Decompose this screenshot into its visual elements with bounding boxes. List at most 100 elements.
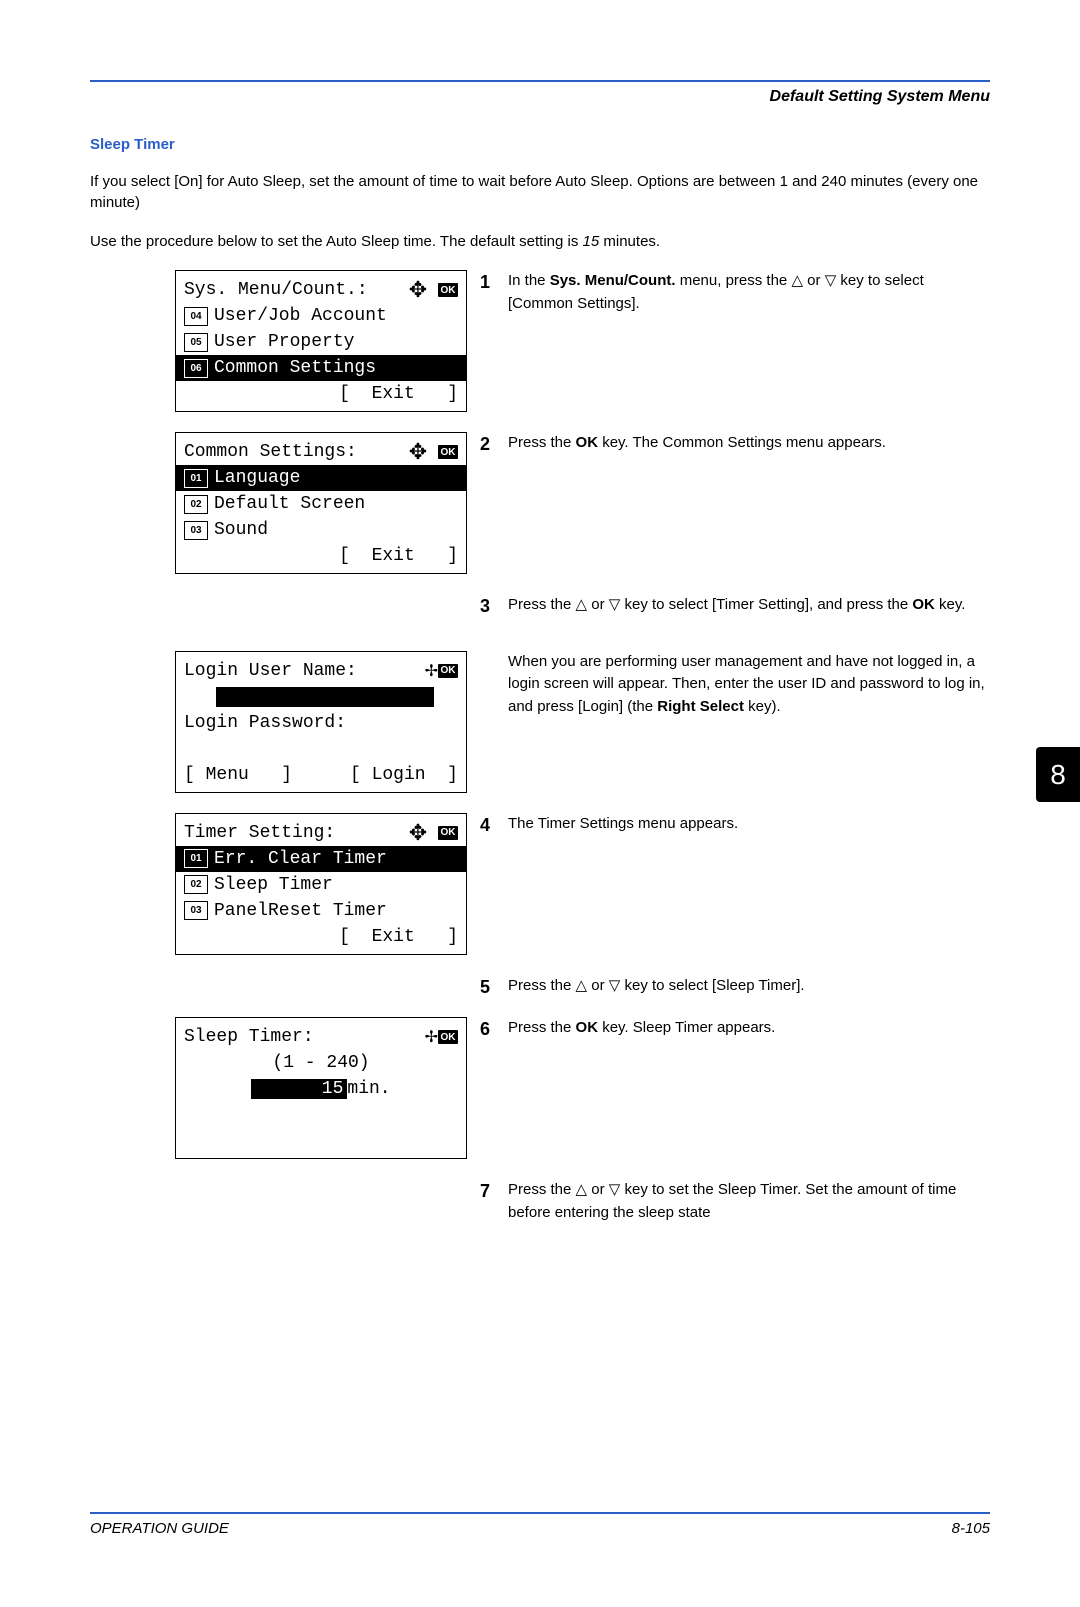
step-number: 4 bbox=[480, 815, 508, 850]
login-label: [ Login ] bbox=[350, 765, 458, 785]
lcd3-title: Login User Name: bbox=[184, 661, 425, 681]
down-triangle-icon: ▽ bbox=[609, 596, 621, 613]
step-5-text: Press the △ or ▽ key to select [Sleep Ti… bbox=[508, 975, 990, 1012]
item-text: Default Screen bbox=[214, 494, 365, 514]
item-text: Sleep Timer bbox=[214, 875, 333, 895]
step-3-text-2: When you are performing user management … bbox=[508, 651, 990, 733]
t: key. The Common Settings menu appears. bbox=[598, 434, 886, 451]
step-number: 6 bbox=[480, 1019, 508, 1054]
item-num: 04 bbox=[184, 307, 208, 326]
item-num: 02 bbox=[184, 875, 208, 894]
down-triangle-icon: ▽ bbox=[609, 977, 621, 994]
t: or bbox=[803, 272, 825, 289]
step-number: 3 bbox=[480, 596, 508, 631]
nav-diamond-icon: ✥ bbox=[409, 279, 427, 301]
lcd5-title: Sleep Timer: bbox=[184, 1027, 425, 1047]
nav-diamond-icon: ✥ bbox=[409, 441, 427, 463]
t: OK bbox=[576, 1019, 599, 1036]
nav-diamond-icon: ✥ bbox=[409, 822, 427, 844]
step-number: 2 bbox=[480, 434, 508, 469]
step-1-text: In the Sys. Menu/Count. menu, press the … bbox=[508, 270, 990, 329]
item-text: Sound bbox=[214, 520, 268, 540]
item-text: User/Job Account bbox=[214, 306, 387, 326]
value-number: 15 bbox=[322, 1079, 344, 1099]
item-num: 03 bbox=[184, 901, 208, 920]
t: Press the bbox=[508, 1019, 576, 1036]
lcd4-title: Timer Setting: bbox=[184, 823, 409, 843]
intro2-post: minutes. bbox=[599, 233, 660, 250]
item-text: User Property bbox=[214, 332, 354, 352]
up-triangle-icon: △ bbox=[576, 596, 588, 613]
intro-paragraph-2: Use the procedure below to set the Auto … bbox=[90, 231, 990, 252]
t: Sys. Menu/Count. bbox=[550, 272, 676, 289]
ok-icon: OK bbox=[438, 664, 458, 678]
t: key to select [Timer Setting], and press… bbox=[620, 596, 912, 613]
intro2-italic: 15 bbox=[583, 233, 600, 250]
intro-paragraph-1: If you select [On] for Auto Sleep, set t… bbox=[90, 171, 990, 213]
up-triangle-icon: △ bbox=[576, 977, 588, 994]
down-triangle-icon: ▽ bbox=[609, 1181, 621, 1198]
step-2-text: Press the OK key. The Common Settings me… bbox=[508, 432, 990, 469]
t: or bbox=[587, 596, 609, 613]
t: key). bbox=[744, 698, 781, 715]
section-title: Sleep Timer bbox=[90, 136, 990, 153]
unit-text: min. bbox=[347, 1079, 390, 1099]
t: The Timer Settings menu appears. bbox=[508, 813, 990, 836]
lcd-screen-5: Sleep Timer: ✢ OK (1 - 240) 15 min. bbox=[175, 1017, 467, 1159]
t: Right Select bbox=[657, 698, 744, 715]
exit-label: [ Exit ] bbox=[339, 546, 458, 566]
t: key. bbox=[935, 596, 966, 613]
nav-cross-icon: ✢ bbox=[425, 1027, 438, 1047]
step-number: 5 bbox=[480, 977, 508, 1012]
t: or bbox=[587, 1181, 609, 1198]
lcd-screen-2: Common Settings: ✥ OK 01Language 02Defau… bbox=[175, 432, 467, 574]
step-6-text: Press the OK key. Sleep Timer appears. bbox=[508, 1017, 990, 1054]
step-7-text: Press the △ or ▽ key to set the Sleep Ti… bbox=[508, 1179, 990, 1238]
t: Press the bbox=[508, 434, 576, 451]
step-number: 1 bbox=[480, 272, 508, 329]
chapter-tab: 8 bbox=[1036, 747, 1080, 802]
t: key to select [Sleep Timer]. bbox=[620, 977, 804, 994]
t: menu, press the bbox=[676, 272, 792, 289]
ok-icon: OK bbox=[438, 1030, 458, 1044]
ok-icon: OK bbox=[438, 445, 458, 459]
t: or bbox=[587, 977, 609, 994]
item-num: 05 bbox=[184, 333, 208, 352]
t: In the bbox=[508, 272, 550, 289]
exit-label: [ Exit ] bbox=[339, 384, 458, 404]
exit-label: [ Exit ] bbox=[339, 927, 458, 947]
range-text: (1 - 240) bbox=[272, 1053, 369, 1073]
username-input-field bbox=[216, 687, 434, 707]
item-num: 01 bbox=[184, 469, 208, 488]
step-number: 7 bbox=[480, 1181, 508, 1238]
t: Press the bbox=[508, 977, 576, 994]
lcd-screen-1: Sys. Menu/Count.: ✥ OK 04 User/Job Accoun… bbox=[175, 270, 467, 412]
menu-label: [ Menu ] bbox=[184, 765, 292, 785]
lcd-screen-3: Login User Name: ✢ OK Login Password: [ … bbox=[175, 651, 467, 793]
item-text: Err. Clear Timer bbox=[214, 849, 387, 869]
item-num: 02 bbox=[184, 495, 208, 514]
t: OK bbox=[912, 596, 935, 613]
down-triangle-icon: ▽ bbox=[825, 272, 837, 289]
lcd-screen-4: Timer Setting: ✥ OK 01 Err. Clear Timer 0… bbox=[175, 813, 467, 955]
up-triangle-icon: △ bbox=[791, 272, 803, 289]
page-header: Default Setting System Menu bbox=[90, 88, 990, 106]
t: OK bbox=[576, 434, 599, 451]
nav-cross-icon: ✢ bbox=[425, 661, 438, 681]
step-4-text: The Timer Settings menu appears. bbox=[508, 813, 990, 850]
ok-icon: OK bbox=[438, 826, 458, 840]
value-field: 15 bbox=[251, 1079, 347, 1099]
footer-left: OPERATION GUIDE bbox=[90, 1520, 229, 1537]
t: key. Sleep Timer appears. bbox=[598, 1019, 775, 1036]
password-label: Login Password: bbox=[184, 713, 346, 733]
item-num: 03 bbox=[184, 521, 208, 540]
t: Press the bbox=[508, 1181, 576, 1198]
step-3-text: Press the △ or ▽ key to select [Timer Se… bbox=[508, 594, 990, 631]
lcd1-title: Sys. Menu/Count.: bbox=[184, 280, 409, 300]
item-text: Language bbox=[214, 468, 300, 488]
t: Press the bbox=[508, 596, 576, 613]
item-num: 01 bbox=[184, 849, 208, 868]
footer-right: 8-105 bbox=[952, 1520, 990, 1537]
ok-icon: OK bbox=[438, 283, 458, 297]
item-text: PanelReset Timer bbox=[214, 901, 387, 921]
